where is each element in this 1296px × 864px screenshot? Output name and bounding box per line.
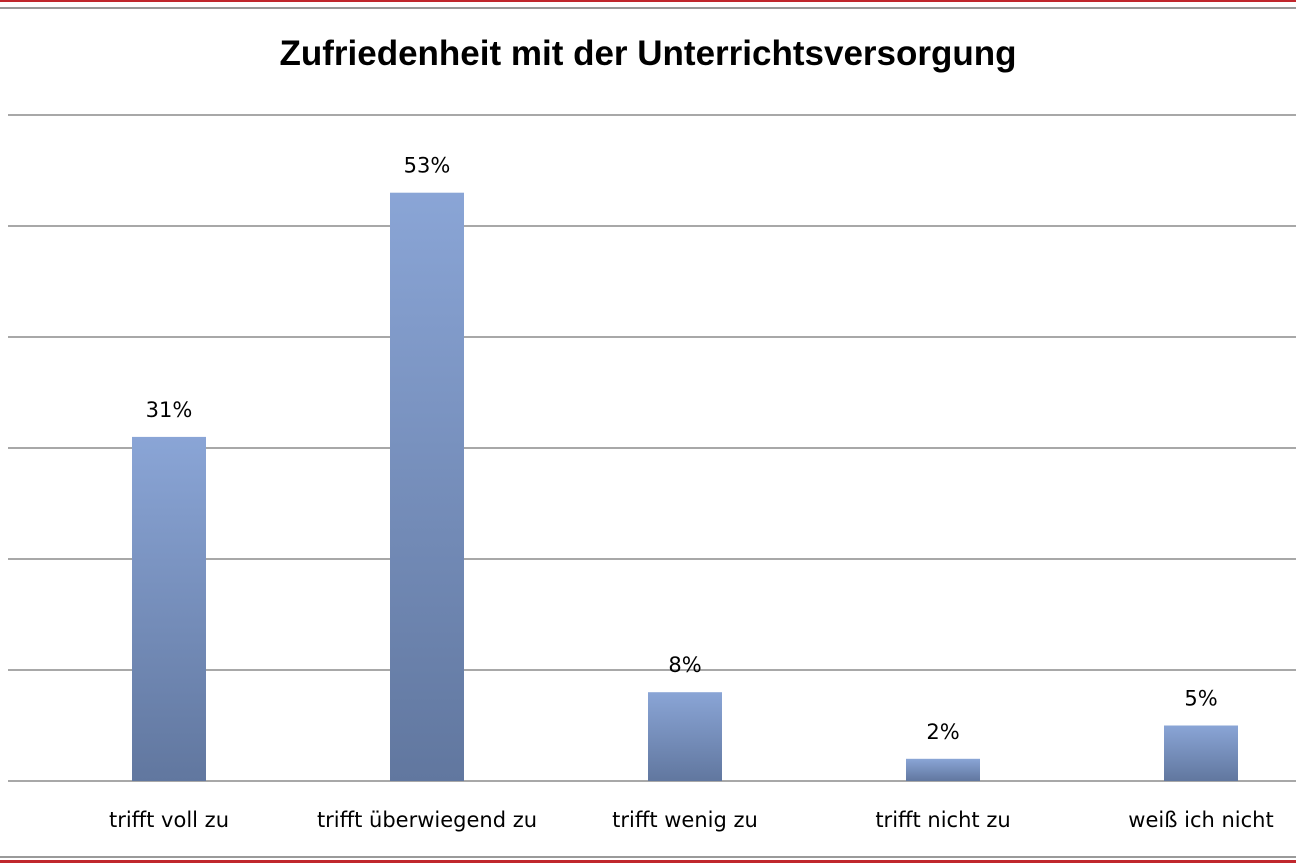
bar xyxy=(1164,725,1238,781)
bar xyxy=(906,758,980,781)
category-label: trifft wenig zu xyxy=(612,808,758,832)
category-label: trifft voll zu xyxy=(109,808,229,832)
top-gray-border xyxy=(0,7,1296,9)
bar xyxy=(390,192,464,781)
category-label: trifft nicht zu xyxy=(875,808,1010,832)
category-label: weiß ich nicht xyxy=(1128,808,1273,832)
bar xyxy=(648,692,722,781)
data-label: 5% xyxy=(1184,687,1217,711)
bar xyxy=(132,436,206,781)
data-label: 31% xyxy=(146,398,193,422)
bottom-gray-border xyxy=(0,856,1296,858)
chart-title: Zufriedenheit mit der Unterrichtsversorg… xyxy=(279,34,1017,73)
bottom-red-border xyxy=(0,860,1296,863)
category-label: trifft überwiegend zu xyxy=(317,808,537,832)
data-label: 8% xyxy=(668,653,701,677)
top-red-border xyxy=(0,0,1296,2)
data-label: 2% xyxy=(926,720,959,744)
data-label: 53% xyxy=(404,154,451,178)
